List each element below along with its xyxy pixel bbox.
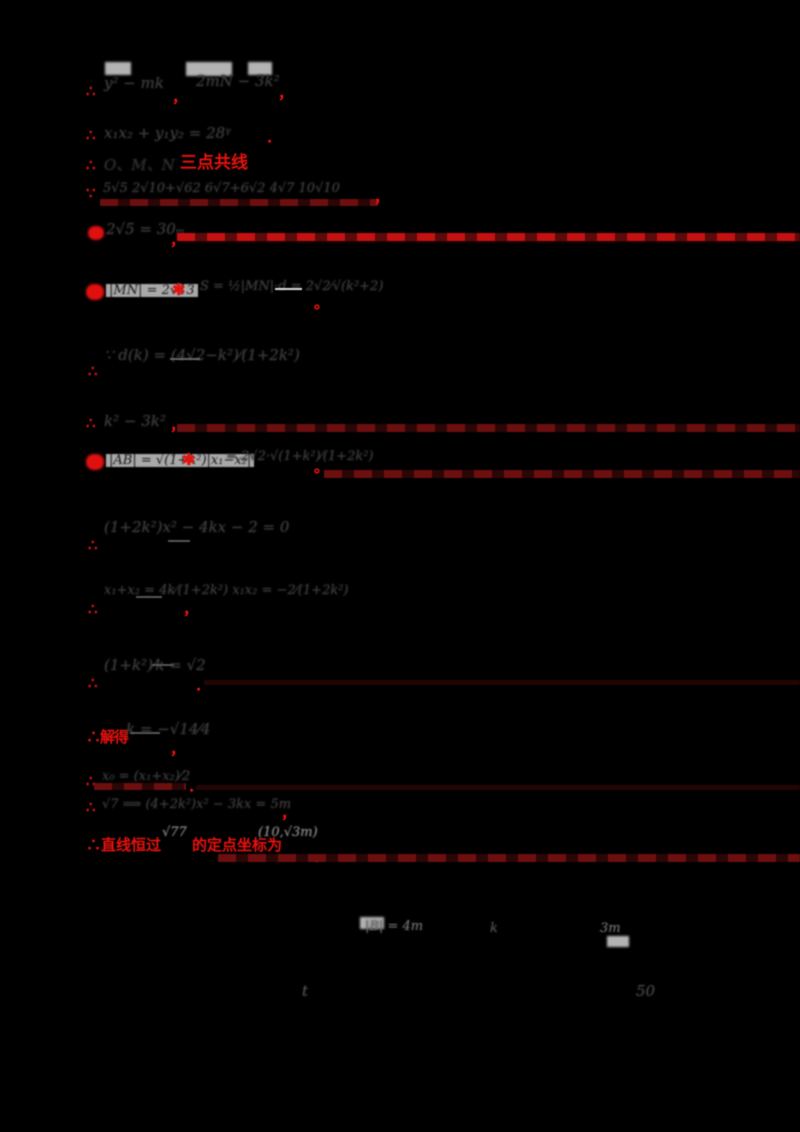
equation-text: √77 [162, 825, 187, 840]
red-comma: ， [374, 188, 390, 206]
diff-line-15: ∴ √7 ⟹ (4+2k²)x² − 3kx = 5m ， [0, 796, 800, 822]
fraction-bar [275, 288, 302, 290]
highlight-patch [607, 936, 629, 947]
red-comma: ， [183, 600, 199, 618]
diff-line-3: ∴ O、M、N 三点共线 [0, 152, 800, 178]
fraction-bar [170, 358, 200, 360]
therefore-marker: ∴ [88, 536, 98, 554]
diff-strikethrough-bar [177, 233, 800, 241]
diff-strikethrough-bar [196, 785, 800, 790]
equation-text: 3m [600, 921, 621, 936]
fraction-bar [130, 732, 160, 734]
therefore-marker: ∴ [88, 600, 98, 618]
red-blob-marker [86, 454, 104, 470]
equation-text: 2√5 = 30ₘ [106, 220, 186, 238]
diff-strikethrough-bar [177, 424, 800, 432]
highlight-patch [105, 62, 131, 75]
highlighted-equation: |AB| = √(1+k²)|x₁−x₂| [106, 454, 255, 467]
diff-line-10: (1+2k²)x² − 4kx − 2 = 0 ∴ [0, 514, 800, 556]
diff-line-18: t 50 [0, 978, 800, 1006]
diff-line-13: ∴解得 k = −√14⁄4 ， [0, 718, 800, 757]
fraction-bar [152, 664, 174, 666]
diff-line-6: |MN| = 2√13 ✱ S = ½|MN|·d = 2√2⁄√(k²+2) … [0, 278, 800, 312]
highlight-patch [186, 62, 232, 76]
therefore-marker: ∴ [86, 772, 96, 790]
equation-text: x₁+x₂ = 4k⁄(1+2k²) x₁x₂ = −2⁄(1+2k²) [104, 583, 349, 598]
therefore-marker: ∴ [86, 798, 96, 816]
red-period: 。 [314, 294, 330, 312]
diff-line-5: 2√5 = 30ₘ ， [0, 220, 800, 248]
equation-text: 2mN − 3k² [196, 72, 280, 90]
equation-text: O、M、N [104, 156, 175, 174]
diff-line-9: |AB| = √(1+k²)|x₁−x₂| ✱ = 2√2·√(1+k²)⁄(1… [0, 450, 800, 484]
diff-line-17: |B| = 4m k 3m [0, 912, 800, 954]
equation-text: |B| = 4m [365, 919, 424, 934]
red-comma: ， [278, 84, 294, 102]
diff-strikethrough-bar [94, 783, 186, 790]
equation-text: 5√5 2√10+√62 6√7+6√2 4√7 10√10 [103, 181, 340, 196]
red-asterisk: ✱ [172, 280, 186, 299]
equation-text: t [302, 982, 309, 1000]
therefore-marker: ∴ [86, 126, 96, 144]
red-comma: ， [281, 804, 297, 822]
therefore-marker: ∴ [88, 362, 98, 380]
diff-line-2: ∴ x₁x₂ + y₁y₂ = 28ᵞ ． [0, 122, 800, 148]
red-period: ． [266, 128, 282, 146]
diff-line-7: ∵ d(k) = (4√2−k²)⁄(1+2k²) ∴ [0, 336, 800, 382]
diff-line-14: ∴ x₀ = (x₁+x₂)⁄2 ． [0, 770, 800, 794]
diff-line-11: x₁+x₂ = 4k⁄(1+2k²) x₁x₂ = −2⁄(1+2k²) ∴ ， [0, 576, 800, 618]
highlighted-equation: |MN| = 2√13 [106, 284, 198, 297]
equation-text: k = −√14⁄4 [126, 720, 211, 738]
therefore-marker: ∴ [88, 674, 98, 692]
fraction-bar [168, 540, 190, 542]
therefore-marker: ∴ [86, 156, 96, 174]
equation-text: x₀ = (x₁+x₂)⁄2 [102, 769, 191, 784]
red-comma: ， [172, 88, 188, 106]
diff-line-4: ∵ 5√5 2√10+√62 6√7+6√2 4√7 10√10 ， [0, 180, 800, 210]
equation-text: (10,√3m) [258, 825, 318, 840]
diff-line-1: ∴ y² − mk ， 2mN − 3k² ， [0, 60, 800, 110]
equation-text: (1+2k²)x² − 4kx − 2 = 0 [104, 518, 290, 536]
equation-text: x₁x₂ + y₁y₂ = 28ᵞ [104, 124, 231, 142]
red-asterisk: ✱ [182, 450, 196, 469]
red-blob-marker [86, 284, 104, 300]
red-blob-marker [88, 226, 104, 240]
red-chinese-text: ∴解得 [86, 728, 129, 746]
highlight-patch [360, 917, 384, 929]
equation-text: y² − mk [104, 74, 164, 92]
diff-strikethrough-bar [100, 199, 378, 206]
equation-text: k² − 3k² [104, 412, 166, 430]
diff-strikethrough-bar [218, 854, 800, 862]
red-chinese-text: 的定点坐标为 [192, 836, 283, 854]
diff-strikethrough-bar [324, 470, 800, 478]
therefore-marker: ∴ [86, 82, 96, 100]
equation-text: = 2√2·√(1+k²)⁄(1+2k²) [226, 449, 374, 464]
diff-line-8: ∴ k² − 3k² ， [0, 410, 800, 436]
equation-text: S = ½|MN|·d = 2√2⁄√(k²+2) [200, 279, 384, 294]
because-marker: ∵ [86, 184, 96, 202]
diff-line-12: (1+k²)⁄k = √2 ∴ ． [0, 650, 800, 693]
red-chinese-text: ∴直线恒过 [86, 836, 162, 854]
diff-strikethrough-bar [204, 680, 800, 685]
red-chinese-text: 三点共线 [180, 153, 248, 173]
fraction-bar [136, 596, 162, 598]
highlight-patch [248, 62, 272, 75]
equation-text: ∵ d(k) = (4√2−k²)⁄(1+2k²) [104, 346, 300, 364]
diff-line-16: ∴直线恒过 √77 的定点坐标为 (10,√3m) ， [0, 824, 800, 866]
equation-text: 50 [636, 982, 656, 1000]
therefore-marker: ∴ [86, 414, 96, 432]
red-comma: ， [170, 740, 186, 758]
equation-text: k [490, 921, 498, 936]
equation-text: √7 ⟹ (4+2k²)x² − 3kx = 5m [102, 797, 292, 812]
